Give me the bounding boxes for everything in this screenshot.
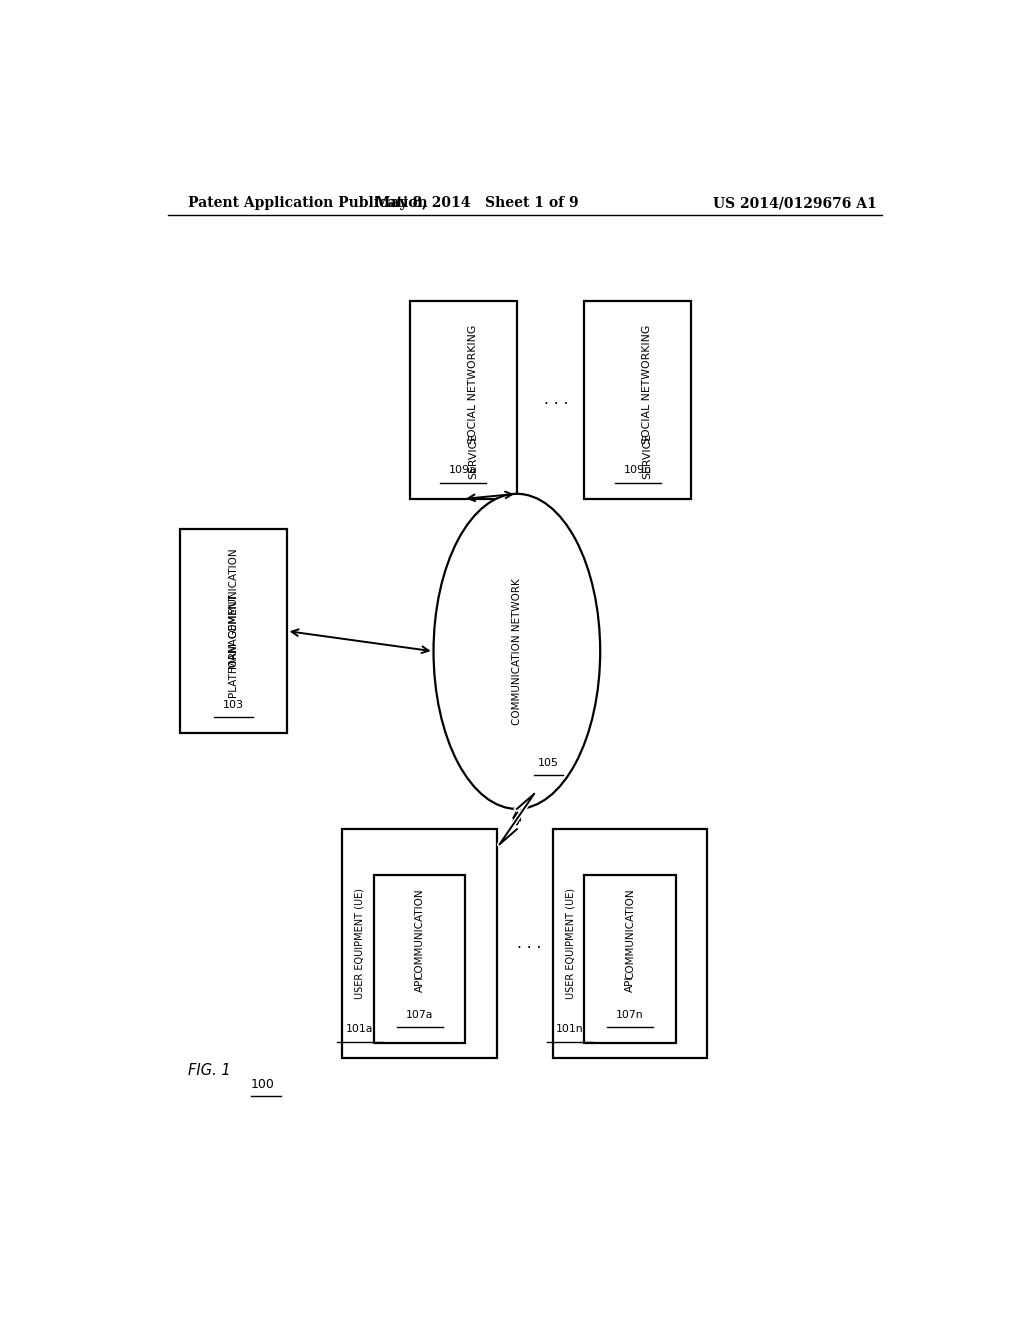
Text: US 2014/0129676 A1: US 2014/0129676 A1: [713, 195, 877, 210]
Text: USER EQUIPMENT (UE): USER EQUIPMENT (UE): [565, 888, 575, 999]
Text: 100: 100: [251, 1078, 274, 1092]
Text: SERVICE: SERVICE: [468, 433, 478, 479]
Text: . . .: . . .: [516, 936, 541, 950]
Text: 103: 103: [222, 700, 244, 710]
Text: 107a: 107a: [406, 1010, 433, 1020]
Text: 107n: 107n: [616, 1010, 644, 1020]
Text: SOCIAL NETWORKING: SOCIAL NETWORKING: [468, 325, 478, 444]
Text: 101n: 101n: [556, 1024, 584, 1035]
Text: API: API: [415, 975, 425, 993]
Text: COMMUNICATION NETWORK: COMMUNICATION NETWORK: [512, 578, 522, 725]
Text: SOCIAL NETWORKING: SOCIAL NETWORKING: [642, 325, 652, 444]
Text: Patent Application Publication: Patent Application Publication: [187, 195, 427, 210]
Text: 109a: 109a: [450, 466, 477, 475]
Ellipse shape: [433, 494, 600, 809]
Text: FIG. 1: FIG. 1: [187, 1063, 230, 1078]
Bar: [374, 875, 465, 1043]
Text: PLATFORM: PLATFORM: [228, 642, 239, 697]
Text: API: API: [625, 975, 635, 993]
Text: 105: 105: [538, 758, 559, 768]
Text: 101a: 101a: [346, 1024, 374, 1035]
Bar: [179, 529, 287, 733]
Text: COMMUNICATION: COMMUNICATION: [228, 546, 239, 638]
Text: COMMUNICATION: COMMUNICATION: [625, 888, 635, 978]
Text: May 8, 2014   Sheet 1 of 9: May 8, 2014 Sheet 1 of 9: [376, 195, 579, 210]
Bar: [553, 829, 708, 1057]
Bar: [585, 875, 676, 1043]
Text: MANAGEMENT: MANAGEMENT: [228, 594, 239, 668]
Bar: [342, 829, 497, 1057]
Text: COMMUNICATION: COMMUNICATION: [415, 888, 425, 978]
Text: 109n: 109n: [624, 466, 652, 475]
Bar: [585, 301, 691, 499]
Text: . . .: . . .: [545, 392, 568, 407]
Text: SERVICE: SERVICE: [642, 433, 652, 479]
Bar: [410, 301, 517, 499]
Text: USER EQUIPMENT (UE): USER EQUIPMENT (UE): [354, 888, 365, 999]
